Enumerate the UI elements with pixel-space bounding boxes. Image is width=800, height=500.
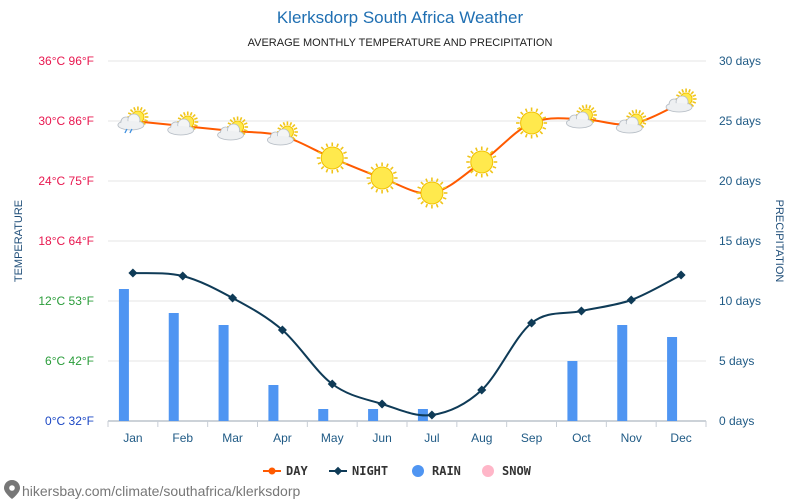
sun-cloud-rain-icon: [117, 106, 149, 134]
rain-bar: [318, 409, 329, 421]
y2-tick-label: 5 days: [719, 354, 754, 368]
night-point: [626, 295, 636, 305]
y-tick-label: 36°C 96°F: [38, 54, 94, 68]
rain-bar: [268, 385, 279, 421]
x-tick-label: Feb: [172, 431, 193, 445]
night-point: [576, 306, 586, 316]
grid-lines: [107, 60, 707, 427]
legend-item-day: DAY: [263, 464, 308, 478]
sun-icon: [316, 142, 348, 174]
night-point: [427, 410, 437, 420]
legend-item-rain: RAIN: [412, 464, 461, 478]
y-tick-label: 18°C 64°F: [38, 234, 94, 248]
x-tick-label: Jul: [424, 431, 439, 445]
weather-icons: [117, 88, 697, 209]
rain-bar: [118, 289, 129, 421]
sun-cloud-icon: [665, 88, 697, 113]
y2-tick-label: 15 days: [719, 234, 761, 248]
rain-bar: [667, 337, 678, 421]
y-tick-label: 0°C 32°F: [45, 414, 94, 428]
night-point: [676, 270, 686, 280]
night-point: [228, 293, 238, 303]
temperature-lines: [128, 102, 686, 420]
sun-icon: [466, 146, 498, 178]
sun-cloud-icon: [566, 104, 597, 129]
night-point: [178, 271, 188, 281]
source-footer[interactable]: hikersbay.com/climate/southafrica/klerks…: [4, 480, 301, 499]
sun-cloud-icon: [615, 109, 647, 134]
x-tick-label: Mar: [222, 431, 243, 445]
rain-bars: [118, 289, 678, 421]
sun-cloud-icon: [217, 116, 249, 141]
night-point: [527, 318, 537, 328]
x-tick-label: May: [321, 431, 344, 445]
legend: DAY NIGHT RAIN SNOW: [263, 464, 532, 478]
x-tick-label: Nov: [621, 431, 642, 445]
sun-cloud-icon: [167, 111, 199, 136]
rain-bar: [368, 409, 379, 421]
night-point: [128, 268, 138, 278]
y2-tick-label: 30 days: [719, 54, 761, 68]
night-point: [377, 399, 387, 409]
sun-cloud-icon: [267, 121, 298, 146]
rain-bar: [168, 313, 179, 421]
x-tick-label: Oct: [572, 431, 591, 445]
x-tick-label: Aug: [471, 431, 492, 445]
x-tick-label: Sep: [521, 431, 543, 445]
legend-label: DAY: [286, 464, 308, 478]
night-temperature-line: [132, 272, 682, 417]
rain-bar: [567, 361, 578, 421]
sun-icon: [416, 177, 448, 209]
axis-ticks: 0°C 32°F 6°C 42°F 12°C 53°F 18°C 64°F 24°C 7…: [38, 54, 761, 445]
legend-label: NIGHT: [352, 464, 388, 478]
y-tick-label: 6°C 42°F: [45, 354, 94, 368]
legend-label: SNOW: [502, 464, 532, 478]
location-pin-icon: [4, 480, 20, 499]
legend-label: RAIN: [432, 464, 461, 478]
sun-icon: [366, 162, 398, 194]
y2-tick-label: 0 days: [719, 414, 754, 428]
legend-item-night: NIGHT: [329, 464, 388, 478]
chart-subtitle: AVERAGE MONTHLY TEMPERATURE AND PRECIPIT…: [248, 37, 553, 49]
chart-title: Klerksdorp South Africa Weather: [277, 8, 524, 27]
y2-tick-label: 25 days: [719, 114, 761, 128]
x-tick-label: Apr: [273, 431, 292, 445]
legend-item-snow: SNOW: [482, 464, 532, 478]
y-tick-label: 12°C 53°F: [38, 294, 94, 308]
x-tick-label: Dec: [670, 431, 691, 445]
day-temperature-line: [132, 102, 682, 195]
left-axis-title: TEMPERATURE: [13, 200, 25, 282]
y2-tick-label: 20 days: [719, 174, 761, 188]
rain-bar: [218, 325, 229, 421]
right-axis-title: PRECIPITATION: [773, 200, 785, 283]
x-tick-label: Jan: [123, 431, 142, 445]
y-tick-label: 24°C 75°F: [38, 174, 94, 188]
rain-bar: [617, 325, 628, 421]
y-tick-label: 30°C 86°F: [38, 114, 94, 128]
source-link[interactable]: hikersbay.com/climate/southafrica/klerks…: [22, 483, 301, 499]
sun-icon: [516, 107, 548, 139]
y2-tick-label: 10 days: [719, 294, 761, 308]
x-tick-label: Jun: [372, 431, 391, 445]
